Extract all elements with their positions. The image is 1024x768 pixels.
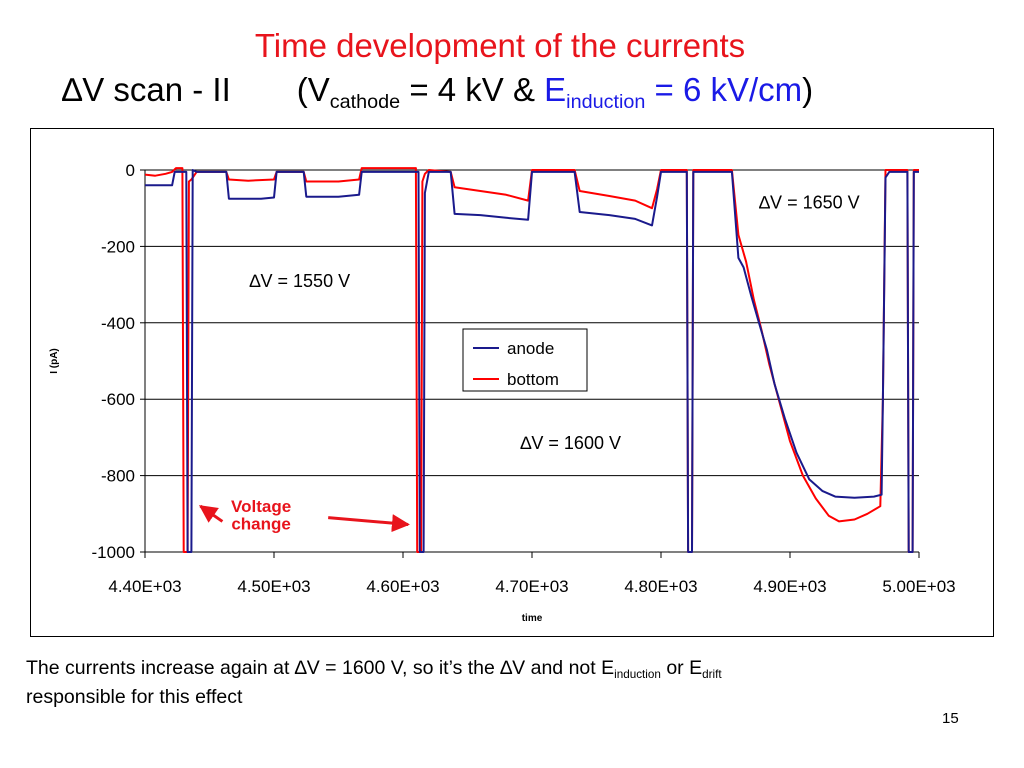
x-axis-label: time (522, 613, 543, 624)
series-line-anode (145, 169, 919, 553)
voltage-change-label: change (231, 514, 291, 533)
y-tick-label: -800 (101, 467, 135, 486)
current-chart: 0 -200 -400 -600 -800 -1000 4.40E+03 4.50E+03 4.… (49, 161, 956, 624)
x-tick-label: 4.70E+03 (495, 577, 568, 596)
paren-open: (V (296, 71, 330, 108)
y-tick-label: 0 (126, 161, 135, 180)
voltage-change-label: Voltage (231, 497, 291, 516)
induction-value: = 6 kV/cm (645, 71, 803, 108)
chart-frame: 0 -200 -400 -600 -800 -1000 4.40E+03 4.50E+03 4.… (30, 128, 994, 637)
x-tick-label: 4.50E+03 (237, 577, 310, 596)
y-tick-label: -200 (101, 237, 135, 256)
delta-v-annotation: ∆V = 1600 V (520, 433, 621, 453)
page-number: 15 (942, 710, 959, 727)
y-axis-label: I (pA) (49, 348, 60, 374)
caption-induction-sub: induction (614, 668, 661, 682)
x-tick-label: 4.40E+03 (108, 577, 181, 596)
delta-v-annotation: ∆V = 1550 V (250, 271, 351, 291)
caption-text-3: responsible for this effect (26, 686, 243, 708)
legend-label-anode: anode (507, 339, 554, 358)
x-tick-label: 4.90E+03 (753, 577, 826, 596)
caption-text-2: or E (660, 657, 703, 679)
caption-text-1: The currents increase again at ∆V = 1600… (26, 657, 615, 679)
x-tick-label: 4.80E+03 (624, 577, 697, 596)
cathode-subscript: cathode (329, 90, 401, 113)
voltage-change-arrow (198, 504, 224, 523)
voltage-change-arrow (328, 514, 410, 533)
paren-close: ) (802, 71, 814, 108)
slide-subtitle: ∆V scan - II (Vcathode = 4 kV & Einductio… (62, 70, 814, 113)
x-tick-label: 4.60E+03 (366, 577, 439, 596)
legend-box (462, 328, 588, 392)
legend-label-bottom: bottom (507, 370, 559, 389)
slide-title: Time development of the currents (254, 27, 746, 64)
e-label: E (544, 71, 567, 108)
x-tick-label: 5.00E+03 (882, 577, 955, 596)
caption-drift-sub: drift (702, 668, 722, 682)
y-tick-label: -600 (101, 390, 135, 409)
y-tick-label: -400 (101, 314, 135, 333)
slide-caption: The currents increase again at ∆V = 1600… (26, 654, 986, 712)
delta-v-annotation: ∆V = 1650 V (759, 192, 860, 212)
induction-subscript: induction (566, 90, 646, 113)
cathode-value: = 4 kV & (400, 71, 545, 108)
y-tick-label: -1000 (92, 543, 135, 562)
delta-v-scan-label: ∆V scan - II (62, 71, 231, 108)
